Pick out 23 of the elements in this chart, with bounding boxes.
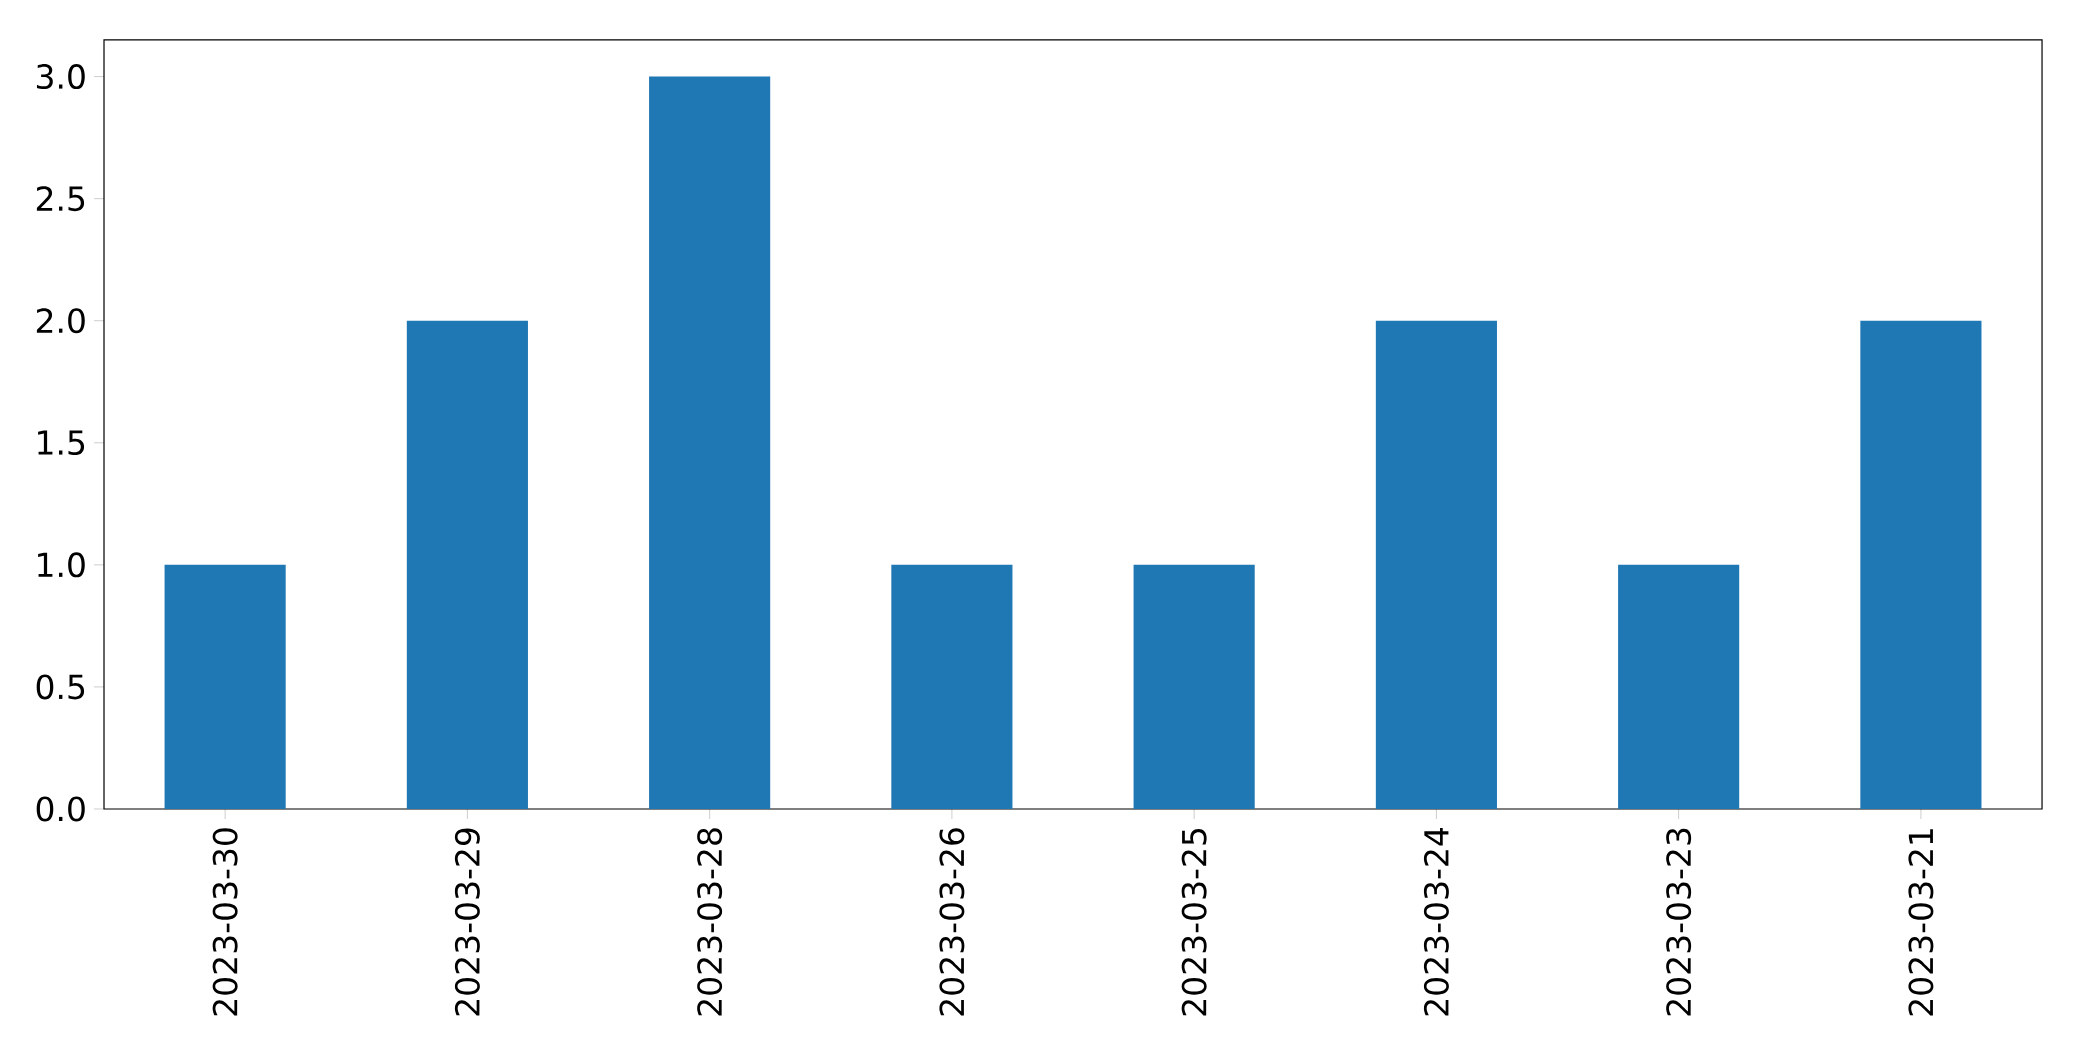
- x-tick-label: 2023-03-28: [697, 828, 723, 1016]
- x-tick-label: 2023-03-29: [454, 828, 480, 1016]
- y-tick-label: 0.5: [36, 674, 85, 700]
- x-tick-label: 2023-03-24: [1423, 827, 1449, 1016]
- bar: [649, 76, 771, 809]
- y-tick-label: 2.0: [36, 308, 85, 334]
- y-tick-label: 3.0: [36, 64, 85, 90]
- bar: [891, 564, 1013, 809]
- y-tick-label: 2.5: [36, 186, 85, 212]
- y-tick-label: 1.5: [38, 430, 85, 456]
- bar: [164, 564, 286, 809]
- x-tick-label: 2023-03-23: [1666, 828, 1692, 1016]
- bar: [406, 320, 528, 809]
- x-tick-label: 2023-03-25: [1181, 828, 1207, 1016]
- x-tick-label: 2023-03-30: [212, 828, 238, 1016]
- y-tick-label: 0.0: [36, 796, 85, 822]
- x-tick-label: 2023-03-26: [939, 828, 965, 1016]
- bar: [1375, 320, 1497, 809]
- x-tick-label: 2023-03-21: [1908, 829, 1934, 1016]
- bar: [1133, 564, 1255, 809]
- bar: [1618, 564, 1740, 809]
- y-tick-label: 1.0: [38, 552, 85, 578]
- bar: [1860, 320, 1982, 809]
